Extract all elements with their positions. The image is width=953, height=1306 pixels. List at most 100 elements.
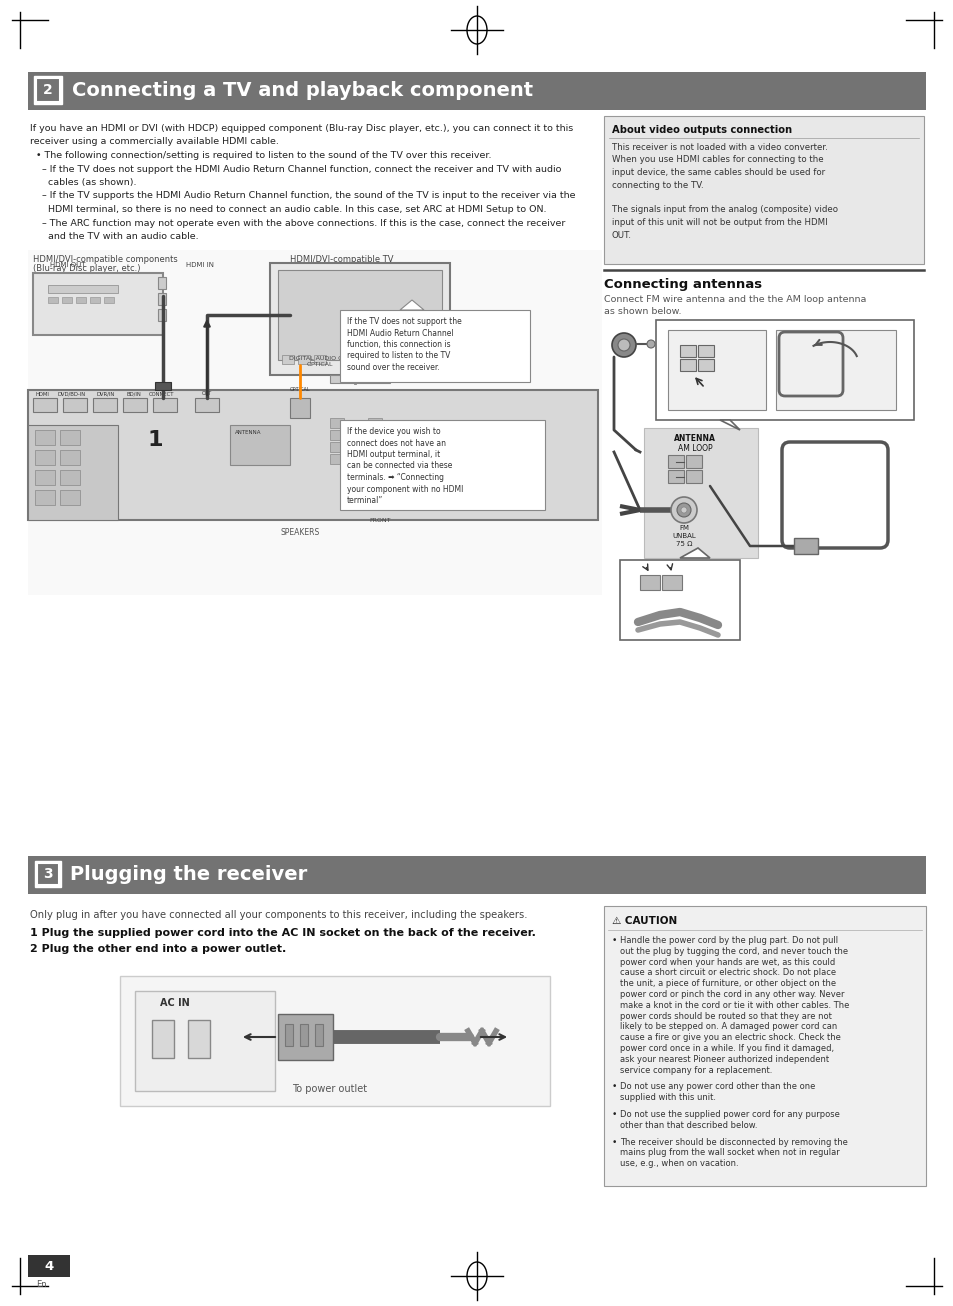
Bar [35,861,61,887]
Text: To power outlet: To power outlet [293,1084,367,1094]
Bar [60,470,80,485]
Polygon shape [399,300,423,310]
Text: FM: FM [679,525,688,532]
Bar [152,398,177,411]
Text: terminal”: terminal” [347,496,383,505]
Text: as shown below.: as shown below. [603,307,680,316]
Text: mains plug from the wall socket when not in regular: mains plug from the wall socket when not… [619,1148,839,1157]
Bar [603,906,925,1186]
Text: service company for a replacement.: service company for a replacement. [619,1066,772,1075]
Text: Only plug in after you have connected all your components to this receiver, incl: Only plug in after you have connected al… [30,910,527,919]
Text: •: • [612,1083,617,1092]
Text: 2: 2 [43,84,52,97]
Text: power cord when your hands are wet, as this could: power cord when your hands are wet, as t… [619,957,835,966]
Bar [48,296,58,303]
Text: When you use HDMI cables for connecting to the: When you use HDMI cables for connecting … [612,155,822,165]
Text: Connecting antennas: Connecting antennas [603,278,761,291]
Text: HDMI OUT: HDMI OUT [51,263,86,268]
Bar [282,355,294,364]
Bar [90,296,100,303]
Text: HDMI terminal, so there is no need to connect an audio cable. In this case, set : HDMI terminal, so there is no need to co… [30,205,546,214]
Bar [285,1024,293,1046]
Bar [330,418,344,428]
Text: ⚠ CAUTION: ⚠ CAUTION [612,916,677,926]
Text: terminals. ➡ “Connecting: terminals. ➡ “Connecting [347,473,443,482]
Bar [603,116,923,264]
Circle shape [670,498,697,522]
Text: If the TV does not support the: If the TV does not support the [347,317,461,326]
Bar [28,1255,70,1277]
Bar [92,398,117,411]
Text: Plugging the receiver: Plugging the receiver [70,866,307,884]
Text: 2 Plug the other end into a power outlet.: 2 Plug the other end into a power outlet… [30,944,286,953]
Text: If you have an HDMI or DVI (with HDCP) equipped component (Blu-ray Disc player, : If you have an HDMI or DVI (with HDCP) e… [30,124,573,133]
Circle shape [618,340,629,351]
Text: cause a short circuit or electric shock. Do not place: cause a short circuit or electric shock.… [619,969,835,977]
Bar [299,1024,308,1046]
Text: receiver using a commercially available HDMI cable.: receiver using a commercially available … [30,137,278,146]
Text: out the plug by tugging the cord, and never touch the: out the plug by tugging the cord, and ne… [619,947,847,956]
Bar [152,1020,173,1058]
Text: SPEAKERS: SPEAKERS [280,528,319,537]
Bar [28,390,598,520]
Text: input device, the same cables should be used for: input device, the same cables should be … [612,168,824,178]
Bar [28,72,925,110]
Text: ANTENNA: ANTENNA [674,434,715,443]
Text: Do not use any power cord other than the one: Do not use any power cord other than the… [619,1083,815,1092]
Text: power cord or pinch the cord in any other way. Never: power cord or pinch the cord in any othe… [619,990,843,999]
Text: cables (as shown).: cables (as shown). [30,178,136,187]
Text: Connect FM wire antenna and the the AM loop antenna: Connect FM wire antenna and the the AM l… [603,295,865,304]
Text: your component with no HDMI: your component with no HDMI [347,485,463,494]
Text: other than that described below.: other than that described below. [619,1121,757,1130]
Bar [28,855,925,895]
Text: The signals input from the analog (composite) video: The signals input from the analog (compo… [612,205,837,214]
Bar [60,451,80,465]
Text: FRONT: FRONT [369,518,391,522]
Text: About video outputs connection: About video outputs connection [612,125,791,135]
Bar [368,441,381,452]
Bar [368,430,381,440]
Circle shape [677,503,690,517]
Text: and the TV with an audio cable.: and the TV with an audio cable. [30,232,198,242]
Bar [775,330,895,410]
Bar [230,424,290,465]
Text: supplied with this unit.: supplied with this unit. [619,1093,716,1102]
Text: DVD/BD-IN: DVD/BD-IN [58,392,86,397]
Text: •: • [612,1138,617,1147]
Text: – If the TV does not support the HDMI Audio Return Channel function, connect the: – If the TV does not support the HDMI Au… [30,165,560,174]
Text: 1: 1 [147,430,163,451]
Text: • The following connection/setting is required to listen to the sound of the TV : • The following connection/setting is re… [30,151,491,161]
Text: BD/IN: BD/IN [127,392,141,397]
Bar [685,470,701,483]
Bar [639,575,659,590]
Text: DVR/IN: DVR/IN [97,392,115,397]
Text: OPTICAL: OPTICAL [290,387,310,392]
Bar [667,454,683,468]
Bar [35,451,55,465]
Bar [685,454,701,468]
Bar [135,991,274,1091]
Text: cause a fire or give you an electric shock. Check the: cause a fire or give you an electric sho… [619,1033,840,1042]
Bar [36,78,60,102]
Text: ANTENNA: ANTENNA [234,430,261,435]
Bar [339,421,544,511]
Bar [33,273,163,336]
Text: DIGITAL AUDIO OUT
OPTICAL: DIGITAL AUDIO OUT OPTICAL [289,357,351,367]
Bar [120,976,550,1106]
Bar [28,249,601,596]
Bar [330,375,390,383]
Text: Do not use the supplied power cord for any purpose: Do not use the supplied power cord for a… [619,1110,839,1119]
Text: connecting to the TV.: connecting to the TV. [612,180,703,189]
Text: power cord once in a while. If you find it damaged,: power cord once in a while. If you find … [619,1043,833,1053]
Bar [643,428,758,558]
Circle shape [646,340,655,347]
Bar [194,398,219,411]
Bar [667,470,683,483]
Text: AM LOOP: AM LOOP [677,444,712,453]
Text: •: • [612,1110,617,1119]
Text: HDMI Audio Return Channel: HDMI Audio Return Channel [347,329,453,337]
Text: HDMI/DVI-compatible components: HDMI/DVI-compatible components [33,255,177,264]
Bar [158,310,166,321]
Bar [368,418,381,428]
Bar [619,560,740,640]
